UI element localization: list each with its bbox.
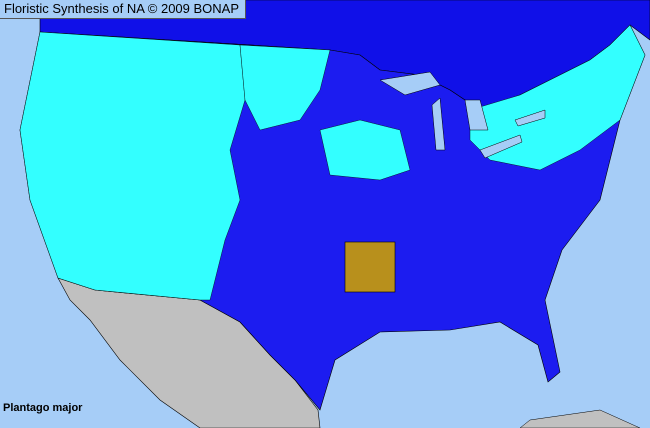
arkansas-highlight [344,241,396,293]
upper-midwest-cyan [319,119,411,181]
united-states-western-cyan [19,31,246,301]
northeast-cyan [469,24,646,171]
great-lakes [379,71,546,159]
northern-plains-cyan [239,44,331,131]
species-name: Plantago major [3,402,83,414]
cuba [519,409,641,428]
map-title: Floristic Synthesis of NA © 2009 BONAP [0,0,247,19]
